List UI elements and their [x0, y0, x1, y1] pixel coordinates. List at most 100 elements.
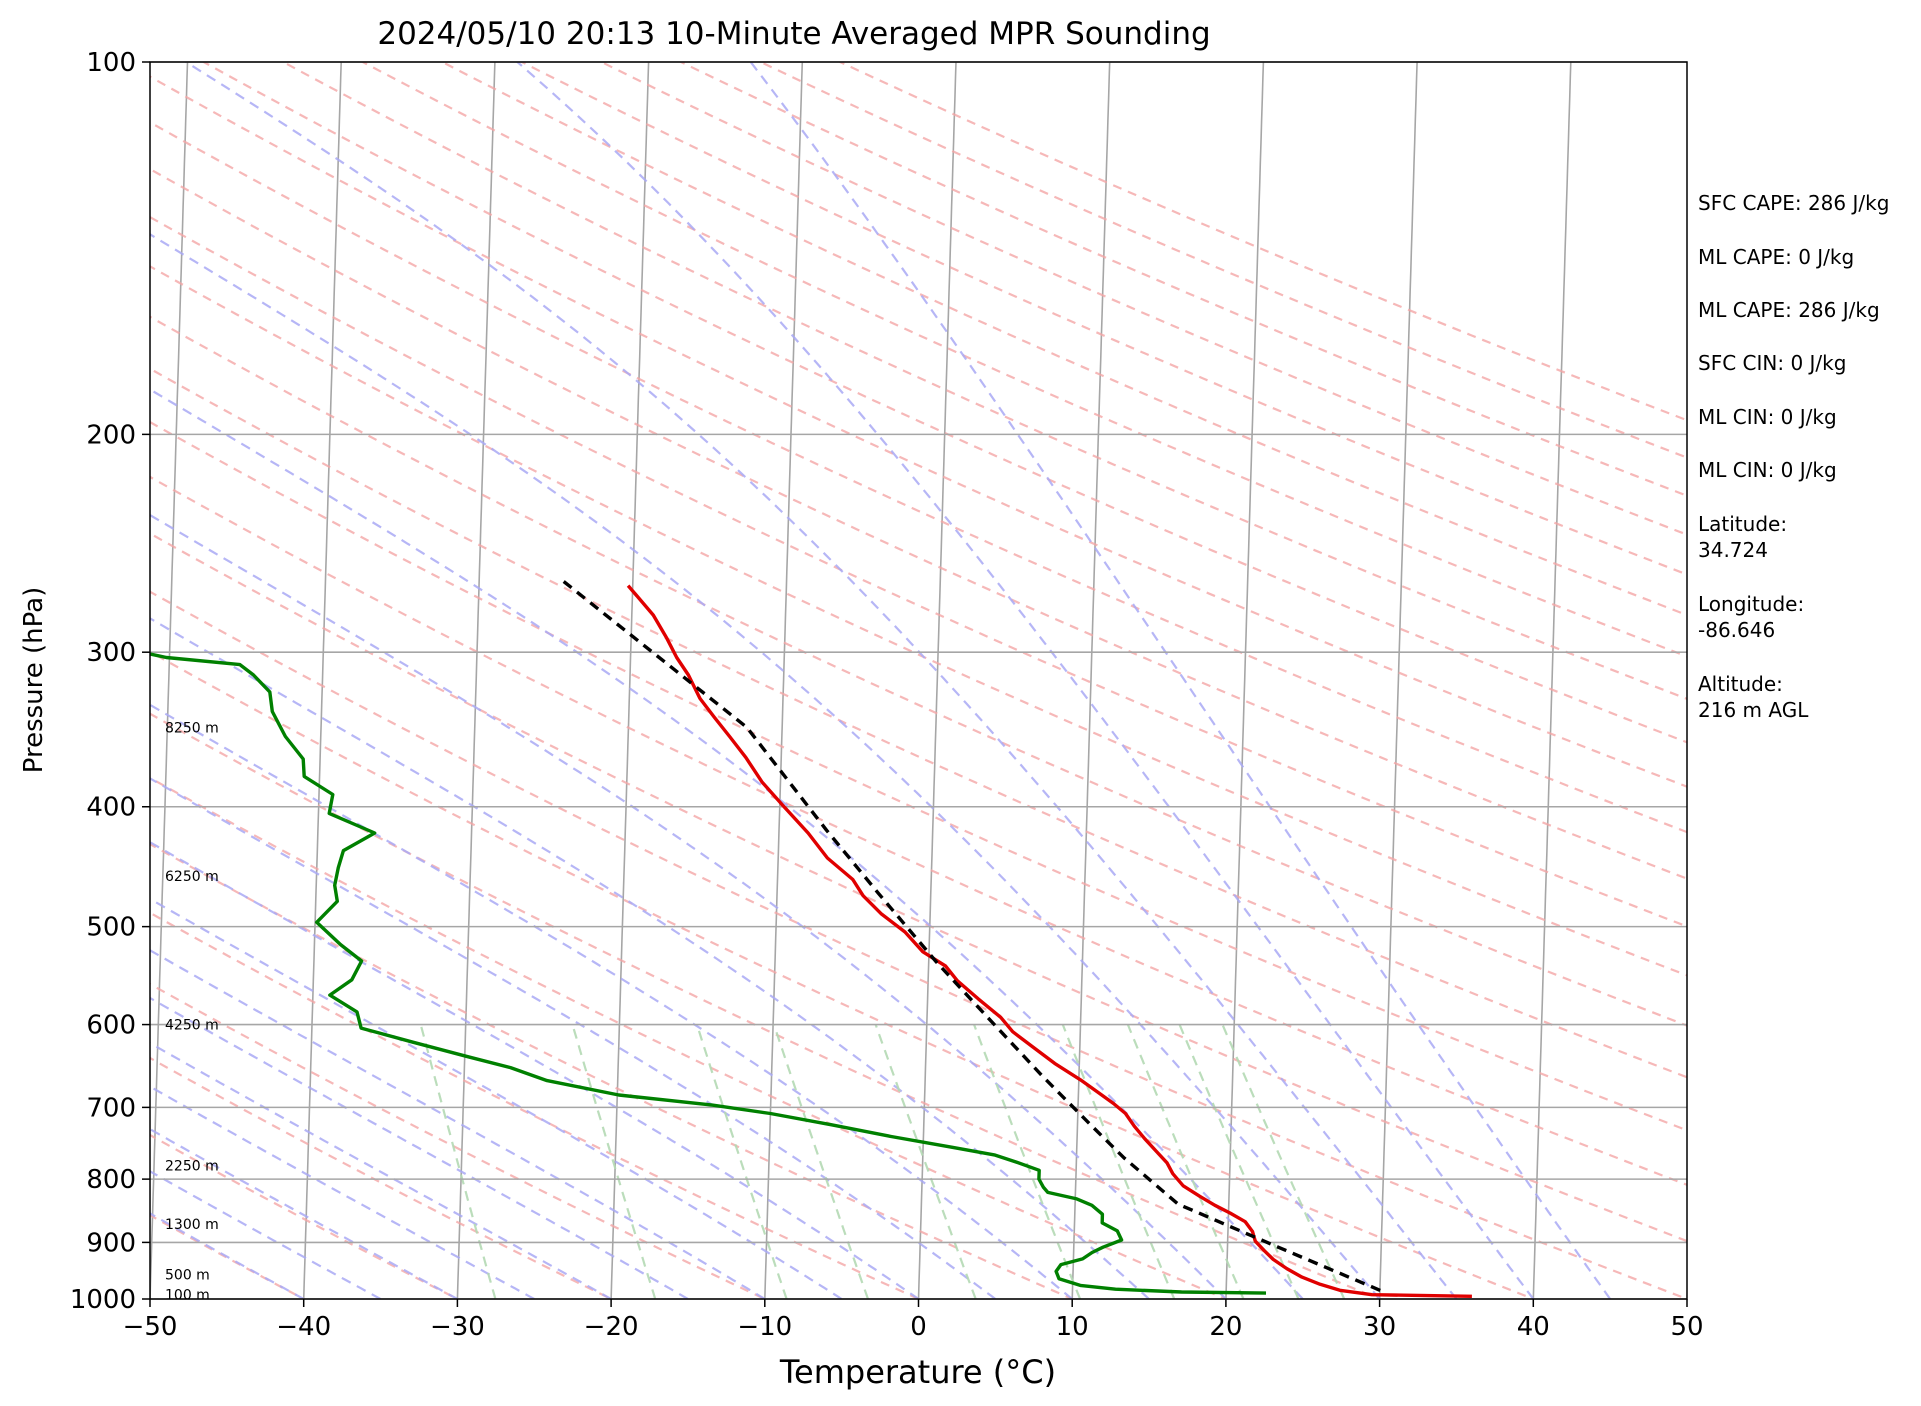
height-labels: 8250 m 6250 m 4250 m 2250 m 1300 m 500 m 100 m: [165, 720, 219, 1303]
y-tick-label: 700: [86, 1093, 136, 1123]
moist-adiabat-line: [150, 996, 689, 1299]
reference-lines: [150, 34, 1879, 1325]
dry-adiabat-line: [201, 62, 1687, 744]
x-tick-label: −30: [430, 1312, 485, 1342]
isotherm-line: [1532, 62, 1572, 1299]
x-axis-label: Temperature (°C): [779, 1353, 1056, 1391]
y-tick-label: 200: [86, 420, 136, 450]
y-tick-label: 300: [86, 638, 136, 668]
parameter-text: Longitude: -86.646: [1698, 592, 1805, 642]
mixing-ratio-line: [1178, 1024, 1300, 1299]
dry-adiabat-line: [150, 842, 1076, 1299]
mixing-ratio-line: [695, 1024, 788, 1299]
parameter-text: Altitude: 216 m AGL: [1698, 672, 1809, 722]
x-tick-label: −40: [276, 1312, 331, 1342]
series-line-1: [626, 584, 1472, 1298]
y-tick-label: 100: [86, 48, 136, 78]
dry-adiabat-line: [150, 167, 1687, 880]
dry-adiabat-line: [519, 62, 1687, 576]
dry-adiabat-line: [150, 712, 1383, 1299]
dry-adiabat-line: [150, 1056, 614, 1299]
chart-title: 2024/05/10 20:13 10-Minute Averaged MPR …: [377, 16, 1210, 52]
x-tick-label: 10: [1056, 1312, 1089, 1342]
x-tick-label: 0: [910, 1312, 927, 1342]
dry-adiabat-line: [150, 532, 1687, 1243]
parameter-text: ML CIN: 0 J/kg: [1698, 405, 1837, 429]
dry-adiabat-line: [150, 315, 1687, 1027]
mixing-ratio-line: [1126, 1024, 1245, 1299]
y-axis-ticks: 100 200 300 400 500 600 700 800 900 1000: [70, 48, 150, 1315]
moist-adiabat-line: [150, 703, 1073, 1299]
y-tick-label: 500: [86, 913, 136, 943]
x-tick-label: 30: [1363, 1312, 1396, 1342]
isotherm-line: [1225, 62, 1265, 1299]
x-tick-label: −10: [737, 1312, 792, 1342]
moist-adiabat-line: [150, 233, 1381, 1299]
dry-adiabat-line: [757, 62, 1687, 459]
parameter-text: Latitude: 34.724: [1698, 512, 1788, 562]
isotherm-line: [456, 62, 496, 1299]
x-tick-label: 50: [1670, 1312, 1703, 1342]
dry-adiabat-line: [837, 62, 1687, 422]
y-tick-label: 900: [86, 1228, 136, 1258]
y-axis-label: Pressure (hPa): [19, 587, 49, 774]
dry-adiabat-line: [150, 475, 1687, 1187]
moist-adiabat-line: [515, 62, 1535, 1299]
parameter-text: SFC CIN: 0 J/kg: [1698, 351, 1847, 375]
y-tick-label: 600: [86, 1011, 136, 1041]
x-tick-label: 20: [1209, 1312, 1242, 1342]
series-line-3: [562, 580, 1383, 1293]
parameter-text: SFC CAPE: 286 J/kg: [1698, 191, 1890, 215]
isotherm-line: [150, 62, 189, 1299]
dry-adiabat-line: [150, 982, 768, 1299]
moist-adiabat-line: [150, 949, 766, 1299]
sounding-series: [150, 580, 1472, 1298]
moist-adiabat-line: [150, 1127, 458, 1299]
moist-adiabat-line: [183, 62, 1458, 1299]
y-tick-label: 1000: [70, 1285, 136, 1315]
height-label: 6250 m: [165, 869, 219, 885]
height-label: 2250 m: [165, 1159, 219, 1175]
isotherm-line: [917, 62, 957, 1299]
x-axis-ticks: −50 −40 −30 −20 −10 0 10 20 30 40 50: [123, 1299, 1704, 1342]
dry-adiabat-line: [150, 911, 922, 1299]
dry-adiabat-line: [280, 62, 1687, 701]
dry-adiabat-line: [150, 75, 1687, 788]
dry-adiabat-line: [150, 215, 1687, 928]
dry-adiabat-line: [439, 62, 1687, 617]
y-tick-label: 400: [86, 793, 136, 823]
mixing-ratio-line: [1221, 1024, 1346, 1299]
moist-adiabat-line: [150, 617, 1150, 1299]
isotherm-line: [1378, 62, 1418, 1299]
height-label: 4250 m: [165, 1018, 219, 1034]
y-tick-label: 800: [86, 1165, 136, 1195]
isotherm-line: [1071, 62, 1111, 1299]
height-label: 100 m: [165, 1288, 210, 1304]
height-label: 500 m: [165, 1267, 210, 1283]
dry-adiabat-line: [150, 776, 1229, 1299]
mixing-ratio-line: [571, 1024, 657, 1299]
isotherm-line: [302, 62, 343, 1299]
dry-adiabat-line: [598, 62, 1687, 536]
dry-adiabat-line: [360, 62, 1687, 658]
x-tick-label: −50: [123, 1312, 178, 1342]
dry-adiabat-line: [150, 367, 1687, 1079]
parameter-text: ML CAPE: 0 J/kg: [1698, 245, 1855, 269]
moist-adiabat-line: [150, 777, 996, 1299]
moist-adiabat-line: [749, 62, 1611, 1299]
isotherm-line: [1840, 34, 1879, 1325]
height-label: 1300 m: [165, 1217, 219, 1233]
mixing-ratio-line: [1061, 1024, 1176, 1299]
dry-adiabat-line: [150, 420, 1687, 1132]
dry-adiabat-line: [150, 265, 1687, 977]
x-tick-label: −20: [584, 1312, 639, 1342]
mixing-ratio-line: [772, 1024, 870, 1299]
dry-adiabat-line: [150, 590, 1687, 1299]
parameter-text: ML CAPE: 286 J/kg: [1698, 298, 1880, 322]
moist-adiabat-line: [150, 388, 1304, 1299]
dry-adiabat-line: [150, 121, 1687, 834]
x-tick-label: 40: [1517, 1312, 1550, 1342]
height-label: 8250 m: [165, 720, 219, 736]
parameter-text: ML CIN: 0 J/kg: [1698, 458, 1837, 482]
dry-adiabat-line: [150, 1213, 307, 1299]
